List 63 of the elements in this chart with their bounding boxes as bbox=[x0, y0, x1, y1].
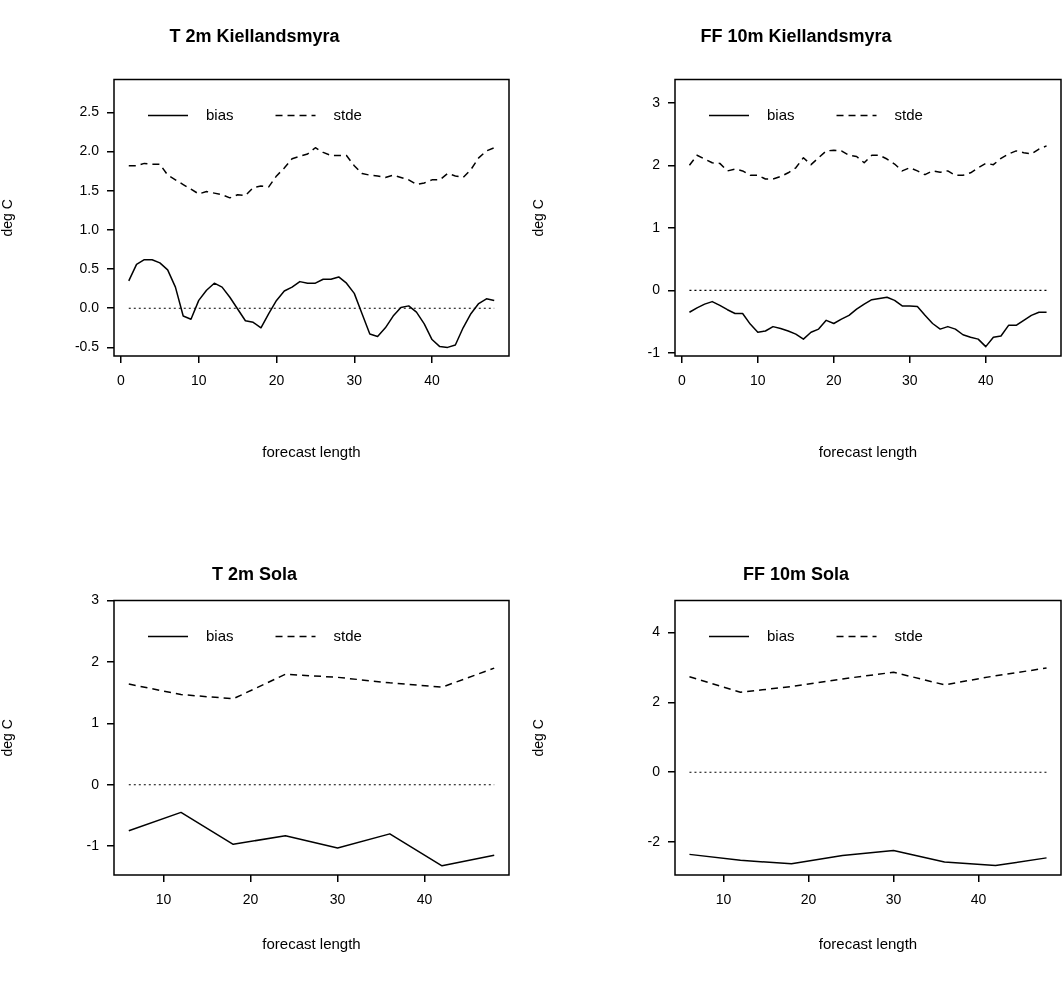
legend-label: stde bbox=[894, 626, 923, 644]
y-tick-label: -2 bbox=[647, 833, 661, 849]
y-tick-label: 0.5 bbox=[79, 259, 100, 276]
y-tick-label: 0 bbox=[652, 281, 661, 298]
x-tick-label: 0 bbox=[117, 372, 126, 389]
y-tick-label: 2 bbox=[652, 156, 661, 173]
legend-label: stde bbox=[333, 626, 362, 644]
legend-label: stde bbox=[894, 105, 923, 123]
x-tick-label: 40 bbox=[416, 891, 433, 908]
line-series bbox=[128, 146, 495, 199]
y-tick-label: 2 bbox=[91, 652, 100, 669]
y-tick-label: 1 bbox=[91, 714, 100, 731]
x-tick-label: 30 bbox=[885, 891, 902, 908]
x-tick-label: 10 bbox=[155, 891, 172, 908]
y-tick-label: 3 bbox=[652, 93, 661, 110]
line-series bbox=[128, 667, 495, 700]
chart-title: T 2m Sola bbox=[211, 563, 298, 584]
y-tick-label: -1 bbox=[647, 343, 661, 360]
x-tick-label: 10 bbox=[715, 891, 732, 908]
y-tick-label: 2.5 bbox=[79, 103, 100, 120]
line-series bbox=[688, 145, 1048, 180]
legend-label: bias bbox=[767, 105, 795, 123]
y-tick-label: -1 bbox=[86, 837, 100, 854]
x-tick-label: 10 bbox=[190, 372, 207, 389]
y-axis-title: deg C bbox=[530, 719, 547, 757]
x-axis-title: forecast length bbox=[262, 443, 361, 461]
y-tick-label: 3 bbox=[91, 591, 100, 608]
chart-title: FF 10m Kiellandsmyra bbox=[700, 25, 893, 46]
x-tick-label: 40 bbox=[970, 891, 987, 908]
x-tick-label: 40 bbox=[977, 372, 994, 389]
x-tick-label: 20 bbox=[826, 372, 842, 389]
y-tick-label: 2.0 bbox=[79, 142, 100, 159]
x-tick-label: 30 bbox=[346, 372, 363, 389]
y-tick-label: 0 bbox=[652, 763, 661, 780]
y-tick-label: 1.0 bbox=[79, 220, 100, 237]
y-tick-label: 1 bbox=[652, 218, 661, 235]
y-axis-title: deg C bbox=[0, 199, 16, 237]
chart-title: FF 10m Sola bbox=[742, 563, 850, 584]
y-tick-label: 1.5 bbox=[79, 181, 100, 198]
y-axis-title: deg C bbox=[530, 199, 547, 237]
x-axis-title: forecast length bbox=[818, 443, 918, 461]
legend-label: bias bbox=[206, 105, 234, 123]
legend-label: bias bbox=[767, 626, 795, 644]
legend-label: bias bbox=[206, 626, 234, 644]
x-tick-label: 20 bbox=[242, 891, 259, 908]
x-tick-label: 10 bbox=[750, 372, 766, 389]
y-tick-label: 0.0 bbox=[79, 299, 100, 316]
x-axis-title: forecast length bbox=[818, 935, 918, 953]
x-tick-label: 30 bbox=[902, 372, 918, 389]
y-tick-label: 4 bbox=[652, 623, 661, 640]
x-tick-label: 40 bbox=[424, 372, 441, 389]
legend-label: stde bbox=[333, 105, 362, 123]
chart-title: T 2m Kiellandsmyra bbox=[169, 25, 341, 46]
x-tick-label: 30 bbox=[329, 891, 346, 908]
line-series bbox=[688, 667, 1048, 693]
y-axis-title: deg C bbox=[0, 719, 16, 757]
y-tick-label: 0 bbox=[91, 775, 100, 792]
x-tick-label: 20 bbox=[800, 891, 817, 908]
x-tick-label: 20 bbox=[268, 372, 285, 389]
x-tick-label: 0 bbox=[677, 372, 686, 389]
y-tick-label: 2 bbox=[652, 693, 661, 710]
x-axis-title: forecast length bbox=[262, 935, 361, 953]
y-tick-label: -0.5 bbox=[74, 338, 100, 355]
